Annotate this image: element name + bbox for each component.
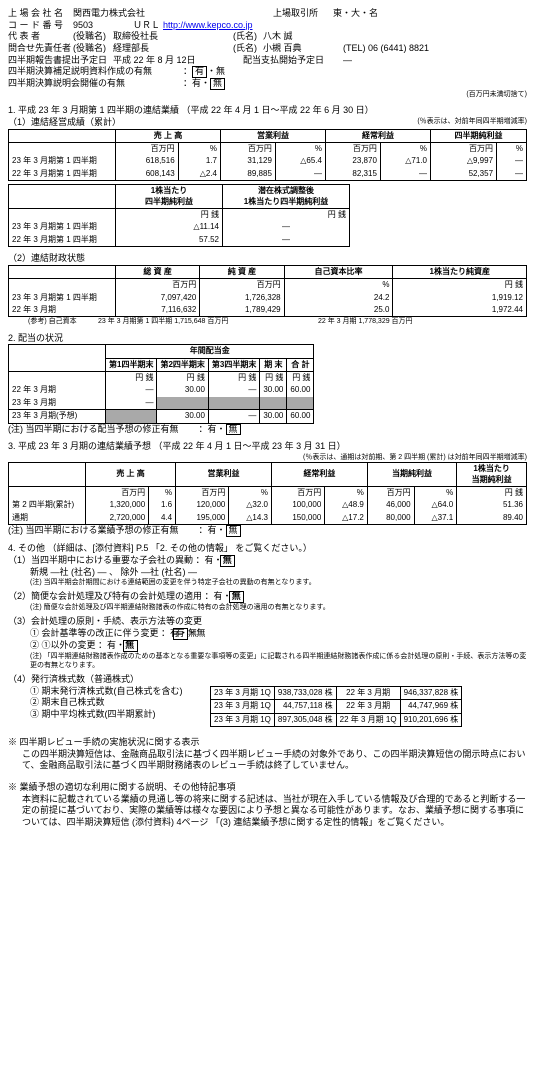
table-dividends: 年間配当金 第1四半期末第2四半期末第3四半期末期 末合 計 円 銭円 銭円 銭… xyxy=(8,344,314,423)
s3-note-val: ：有・無 xyxy=(199,525,241,537)
s2-title: 2. 配当の状況 xyxy=(8,333,527,345)
section-1: 1. 平成 23 年 3 月期第 1 四半期の連結業績 （平成 22 年 4 月… xyxy=(8,105,527,326)
s1-p1-note: (％表示は、対前年同四半期増減率) xyxy=(121,117,527,129)
lbl: ＵＲＬ xyxy=(133,20,163,32)
code: 9503 xyxy=(73,20,133,32)
rep-name: 八木 誠 xyxy=(263,31,293,43)
s1-p2: （2）連結財政状態 xyxy=(8,253,527,265)
contact-name: 小槻 百典 xyxy=(263,43,343,55)
lbl: (氏名) xyxy=(233,31,263,43)
lbl: (役職名) xyxy=(73,31,113,43)
s4-p4: （4）発行済株式数（普通株式） xyxy=(8,674,527,686)
rounding: (百万円未満切捨て) xyxy=(8,90,527,99)
s1-p1: （1）連結経営成績（累計） xyxy=(8,117,121,129)
table-shares: 23 年 3 月期 1Q938,733,028 株22 年 3 月期946,33… xyxy=(210,686,462,727)
lbl: 四半期決算補足説明資料作成の有無 xyxy=(8,66,183,78)
table-financial: 総 資 産純 資 産自己資本比率1株当たり純資産 百万円百万円%円 銭 23 年… xyxy=(8,265,527,318)
lbl: 上 場 会 社 名 xyxy=(8,8,73,20)
s4-p3b: ② ①以外の変更 ：有・無 無 xyxy=(8,640,527,652)
url-link[interactable]: http://www.kepco.co.jp xyxy=(163,20,253,32)
table-row: 22 年 3 月期7,116,6321,789,42925.01,972.44 xyxy=(9,304,527,317)
f-b2: 本資料に記載されている業績の見通し等の将来に関する記述は、当社が現在入手している… xyxy=(8,794,527,829)
s4-title: 4. その他 （詳細は、[添付資料] P.5 「2. その他の情報」 をご覧くだ… xyxy=(8,543,527,555)
ref1: 23 年 3 月期第 1 四半期 1,715,648 百万円 xyxy=(98,317,318,326)
table-row: 23 年 3 月期第 1 四半期7,097,4201,726,32824.21,… xyxy=(9,292,527,304)
s2-note: (注) 当四半期における配当予想の修正有無 xyxy=(8,424,179,436)
table-row: 22 年 3 月期—30.00—30.0060.00 xyxy=(9,384,314,396)
s4-p1a: 新規 —社 (社名) — 、 除外 —社 (社名) — xyxy=(8,567,527,579)
table-results: 売 上 高営業利益経常利益四半期純利益 百万円%百万円%百万円%百万円% 23 … xyxy=(8,129,527,182)
company: 関西電力株式会社 xyxy=(73,8,273,20)
lbl: 代 表 者 xyxy=(8,31,73,43)
s4-p3c: (注) 「四半期連結財務諸表作成のための基本となる重要な事項等の変更」に記載され… xyxy=(8,652,527,670)
table-row: 22 年 3 月期第 1 四半期608,143△2.489,885—82,315… xyxy=(9,168,527,181)
f-b1: この四半期決算短信は、金融商品取引法に基づく四半期レビュー手続の対象外であり、こ… xyxy=(8,749,527,772)
table-row: 23 年 3 月期第 1 四半期618,5161.731,129△65.423,… xyxy=(9,155,527,167)
ref-lbl: (参考) 自己資本 xyxy=(28,317,98,326)
lbl: 配当支払開始予定日 xyxy=(243,55,343,67)
table-row: 23 年 3 月期(予想)30.00—30.0060.00 xyxy=(9,410,314,423)
s4-p1b: (注) 当四半期会計期間における連結範囲の変更を伴う特定子会社の異動の有無となり… xyxy=(8,578,527,587)
f-t2: ※ 業績予想の適切な利用に関する説明、その他特記事項 xyxy=(8,782,527,794)
lbl: 四半期報告書提出予定日 xyxy=(8,55,113,67)
table-row: 23 年 3 月期 1Q938,733,028 株22 年 3 月期946,33… xyxy=(211,686,462,699)
header: 上 場 会 社 名関西電力株式会社上場取引所東・大・名 コ ー ド 番 号950… xyxy=(8,8,527,99)
footer: ※ 四半期レビュー手続の実施状況に関する表示 この四半期決算短信は、金融商品取引… xyxy=(8,737,527,829)
lbl: 上場取引所 xyxy=(273,8,333,20)
exchange: 東・大・名 xyxy=(333,8,378,20)
s4-p3: （3）会計処理の原則・手続、表示方法等の変更 xyxy=(8,616,527,628)
table-eps: 1株当たり 四半期純利益潜在株式調整後 1株当たり四半期純利益 円 銭円 銭 2… xyxy=(8,184,350,247)
share-labels: ① 期末発行済株式数(自己株式を含む) ② 期末自己株式数 ③ 期中平均株式数(… xyxy=(8,686,210,727)
lbl: 問合せ先責任者 xyxy=(8,43,73,55)
submit-date: 平成 22 年 8 月 12日 xyxy=(113,55,243,67)
lbl: 四半期決算説明会開催の有無 xyxy=(8,78,183,90)
lbl: コ ー ド 番 号 xyxy=(8,20,73,32)
s3-note-top: (％表示は、通期は対前期、第 2 四半期 (累計) は対前年同四半期増減率) xyxy=(8,453,527,462)
s3-note: (注) 当四半期における業績予想の修正有無 xyxy=(8,525,179,537)
s4-p2a: (注) 簡便な会計処理及び四半期連結財務諸表の作成に特有の会計処理の適用の有無と… xyxy=(8,603,527,612)
supp-val: ：有・無 xyxy=(183,66,225,78)
lbl: (氏名) xyxy=(233,43,263,55)
table-row: 23 年 3 月期第 1 四半期△11.14— xyxy=(9,221,350,233)
table-row: 23 年 3 月期 1Q44,757,118 株22 年 3 月期44,747,… xyxy=(211,700,462,713)
div-start: — xyxy=(343,55,352,67)
rep-role: 取締役社長 xyxy=(113,31,233,43)
s3-title: 3. 平成 23 年 3 月期の連結業績予想 （平成 22 年 4 月 1 日～… xyxy=(8,441,527,453)
unit-row: 百万円%百万円%百万円%百万円% xyxy=(9,143,527,156)
table-row: 23 年 3 月期 1Q897,305,048 株22 年 3 月期 1Q910… xyxy=(211,713,462,726)
brief-val: ：有・無 xyxy=(183,78,225,90)
section-3: 3. 平成 23 年 3 月期の連結業績予想 （平成 22 年 4 月 1 日～… xyxy=(8,441,527,537)
s4-p3a: ① 会計基準等の改正に伴う変更 ：有・無 有・無 xyxy=(8,628,527,640)
s1-title: 1. 平成 23 年 3 月期第 1 四半期の連結業績 （平成 22 年 4 月… xyxy=(8,105,527,117)
s4-p1: （1）当四半期中における重要な子会社の異動 ：有・無 無 xyxy=(8,555,527,567)
table-row: 第 2 四半期(累計)1,320,0001.6120,000△32.0100,0… xyxy=(9,499,527,511)
table-row: 23 年 3 月期— xyxy=(9,397,314,410)
ref2: 22 年 3 月期 1,778,329 百万円 xyxy=(318,317,413,326)
f-t1: ※ 四半期レビュー手続の実施状況に関する表示 xyxy=(8,737,527,749)
table-forecast: 売 上 高営業利益経常利益当期純利益1株当たり 当期純利益 百万円%百万円%百万… xyxy=(8,462,527,525)
lbl: (役職名) xyxy=(73,43,113,55)
table-row: 22 年 3 月期第 1 四半期57.52— xyxy=(9,234,350,247)
section-4: 4. その他 （詳細は、[添付資料] P.5 「2. その他の情報」 をご覧くだ… xyxy=(8,543,527,727)
tel: (TEL) 06 (6441) 8821 xyxy=(343,43,429,55)
s4-p2: （2）簡便な会計処理及び特有の会計処理の適用 ：有・無 無 xyxy=(8,591,527,603)
table-row: 通期2,720,0004.4195,000△14.3150,000△17.280… xyxy=(9,512,527,525)
section-2: 2. 配当の状況 年間配当金 第1四半期末第2四半期末第3四半期末期 末合 計 … xyxy=(8,333,527,436)
contact-role: 経理部長 xyxy=(113,43,233,55)
s2-note-val: ：有・無 xyxy=(199,424,241,436)
